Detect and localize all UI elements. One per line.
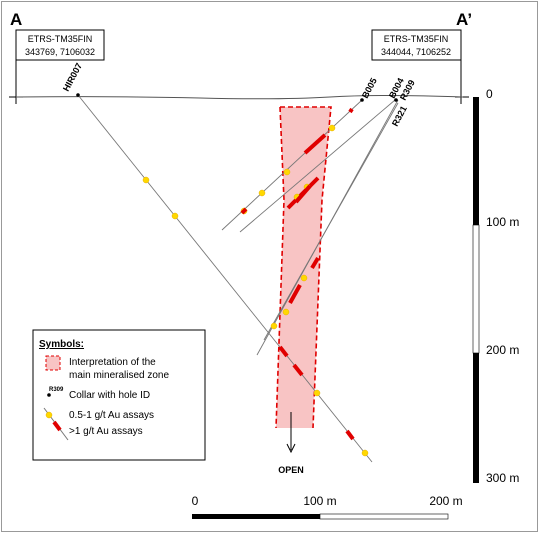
mineralised-zone [276, 107, 331, 428]
assay-low [361, 449, 369, 457]
coord-crs: ETRS-TM35FIN [28, 34, 93, 44]
assay-high [310, 256, 320, 270]
surface [15, 95, 464, 100]
hscale-black [192, 514, 320, 519]
depth-label: 300 m [486, 471, 519, 485]
legend-zone-swatch [45, 355, 61, 371]
assay-low [328, 124, 336, 132]
assay-high [303, 133, 327, 155]
drill-hole [263, 102, 399, 341]
legend: Symbols: Interpretation of the main mine… [32, 329, 206, 461]
hscale-label: 0 [192, 494, 199, 508]
legend-high-swatch [52, 420, 62, 432]
assay-low [283, 168, 291, 176]
assay-high [288, 284, 302, 304]
assay-high [292, 363, 304, 377]
legend-hole-id: R309 [49, 387, 64, 393]
depth-label: 0 [486, 87, 493, 101]
legend-low-swatch [45, 411, 53, 419]
depth-label: 100 m [486, 215, 519, 229]
assay-low [270, 322, 278, 330]
coord-crs: ETRS-TM35FIN [384, 34, 449, 44]
assay-low [282, 308, 290, 316]
hscale-label: 100 m [303, 494, 336, 508]
legend-collar [47, 393, 51, 397]
assay-low [313, 389, 321, 397]
section-label: A [10, 10, 22, 29]
depth-label: 200 m [486, 343, 519, 357]
collar [360, 98, 364, 102]
assay-high [240, 207, 248, 215]
assay-low [258, 189, 266, 197]
assay-low [142, 176, 150, 184]
collar [76, 93, 80, 97]
assay-high [345, 429, 355, 441]
hscale-white [319, 513, 449, 520]
assay-low [300, 274, 308, 282]
section-label: A’ [456, 10, 472, 29]
legend-text: main mineralised zone [69, 370, 169, 381]
legend-box [32, 329, 206, 461]
assay-high [294, 184, 312, 204]
legend-text: Interpretation of the [69, 357, 156, 368]
zone-outline [280, 106, 332, 429]
collar [394, 98, 398, 102]
legend-text: Collar with hole ID [69, 390, 150, 401]
coord-box [371, 29, 462, 61]
depth-scale-white [472, 224, 480, 354]
drill-hole [239, 99, 396, 233]
legend-text: 0.5-1 g/t Au assays [69, 410, 154, 421]
hscale-label: 200 m [429, 494, 462, 508]
depth-scale-black [473, 353, 479, 483]
drill-hole [77, 94, 373, 463]
coord-values: 344044, 7106252 [381, 47, 451, 57]
arrow-head [286, 443, 296, 454]
annotation: OPEN [278, 465, 304, 475]
coord-box [15, 29, 105, 61]
assay-high [348, 107, 354, 114]
legend-title: Symbols: [39, 339, 84, 350]
assay-low [171, 212, 179, 220]
depth-scale-black [473, 97, 479, 225]
legend-text: >1 g/t Au assays [69, 426, 143, 437]
assay-high [278, 345, 289, 358]
coord-values: 343769, 7106032 [25, 47, 95, 57]
